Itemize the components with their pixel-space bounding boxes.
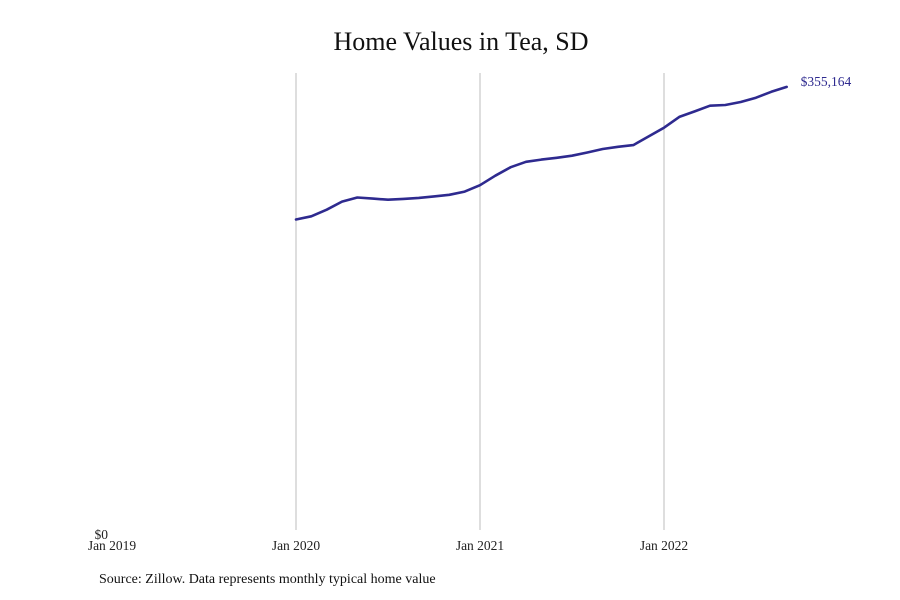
x-tick-label: Jan 2020 [272, 538, 321, 553]
gridlines [295, 73, 665, 530]
series-line-home-value [294, 85, 788, 221]
y-tick-label-zero: $0 [95, 527, 109, 542]
x-tick-label: Jan 2022 [640, 538, 688, 553]
end-value-label: $355,164 [801, 74, 852, 89]
chart-title: Home Values in Tea, SD [333, 27, 589, 56]
x-tick-label: Jan 2019 [88, 538, 137, 553]
source-note: Source: Zillow. Data represents monthly … [99, 572, 436, 587]
x-axis-ticks: Jan 2019 Jan 2020 Jan 2021 Jan 2022 [88, 538, 688, 553]
x-tick-label: Jan 2021 [456, 538, 504, 553]
